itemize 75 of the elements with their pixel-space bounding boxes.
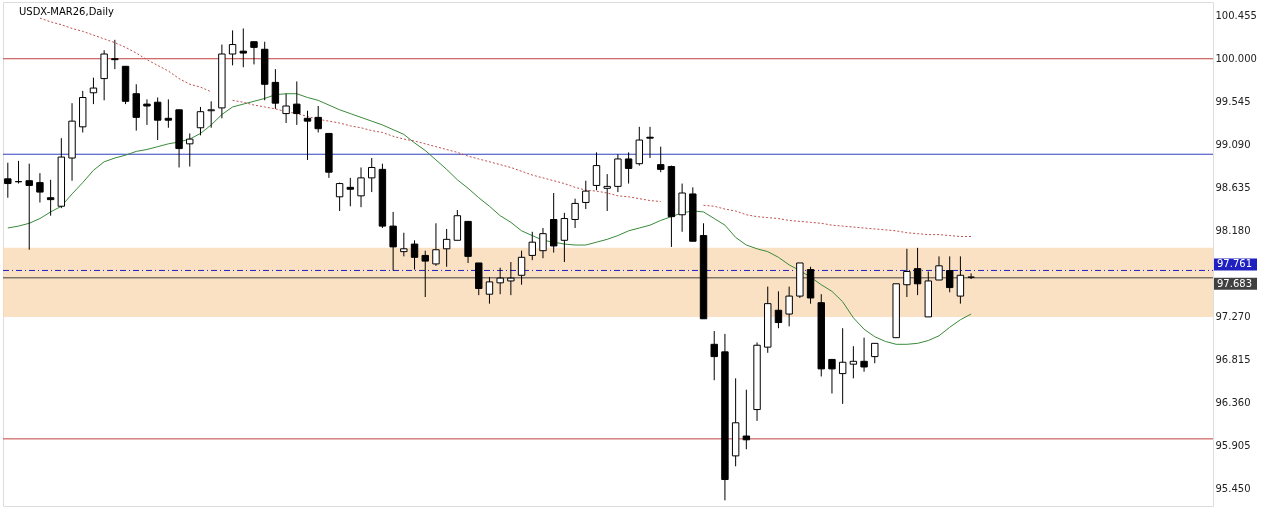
candlestick [89, 77, 98, 105]
candlestick [164, 98, 173, 129]
candlestick [335, 182, 344, 212]
candlestick [207, 100, 215, 129]
candlestick [635, 126, 644, 167]
candlestick [517, 250, 526, 286]
candlestick [592, 151, 601, 191]
ref-line-label: 97.761 [1217, 258, 1252, 270]
y-tick-label: 100.000 [1215, 53, 1257, 65]
candlestick [860, 337, 868, 373]
candlestick [913, 247, 922, 296]
candlestick [582, 180, 590, 210]
candlestick [774, 290, 783, 329]
candlestick [432, 222, 440, 267]
y-tick-label: 97.270 [1215, 311, 1251, 323]
y-tick-label: 100.455 [1215, 10, 1257, 22]
candlestick [742, 389, 751, 450]
candlestick [303, 110, 312, 161]
y-tick-label: 99.090 [1215, 139, 1251, 151]
candlestick [293, 80, 301, 126]
y-tick-label: 95.450 [1215, 483, 1251, 495]
candlestick [346, 177, 355, 207]
y-tick-label: 95.905 [1215, 440, 1251, 452]
candlestick [624, 151, 633, 185]
candlestick [496, 267, 504, 295]
candlestick [935, 255, 943, 281]
candlestick [400, 232, 408, 257]
candlestick [228, 29, 237, 66]
y-tick-label: 98.635 [1215, 182, 1251, 194]
candlestick [485, 276, 494, 305]
y-tick-label: 98.180 [1215, 225, 1251, 237]
candlestick [4, 162, 12, 199]
chart-title: USDX-MAR26,Daily [19, 6, 115, 17]
candlestick [528, 231, 536, 261]
candlestick [36, 172, 44, 203]
candlestick [368, 157, 376, 193]
candlestick [282, 93, 290, 124]
candlestick [678, 183, 686, 233]
candlestick [838, 327, 847, 405]
ref-line-label: 97.683 [1217, 277, 1252, 289]
candlestick [871, 342, 879, 364]
candlestick [111, 39, 119, 70]
candlestick [143, 98, 151, 126]
candlestick [442, 228, 451, 268]
candlestick [849, 345, 858, 379]
candlestick [25, 163, 33, 251]
candlestick [710, 330, 718, 381]
candlestick [421, 250, 429, 298]
candlestick [657, 146, 665, 173]
candlestick [571, 198, 579, 229]
candlestick [271, 68, 280, 110]
candlestick [46, 179, 55, 217]
candlestick [956, 255, 965, 305]
candlestick [314, 105, 322, 133]
y-tick-label: 96.360 [1215, 397, 1251, 409]
candlestick [357, 166, 365, 208]
candlestick [945, 255, 954, 293]
y-tick-label: 96.815 [1215, 354, 1251, 366]
candlestick [186, 132, 194, 168]
candlestick [196, 106, 205, 136]
y-tick-label: 99.545 [1215, 96, 1251, 108]
candlestick [828, 358, 836, 394]
candlestick [410, 239, 419, 271]
candlestick [507, 261, 515, 296]
candlestick [132, 83, 140, 132]
candlestick [603, 173, 611, 212]
candlestick [239, 27, 247, 68]
candlestick [153, 97, 162, 141]
candlestick [539, 227, 547, 259]
candlestick [560, 212, 569, 263]
candlestick [646, 126, 654, 159]
candlestick [389, 211, 397, 272]
candlestick [250, 41, 258, 65]
candlestick [903, 248, 911, 298]
candlestick [785, 286, 793, 327]
